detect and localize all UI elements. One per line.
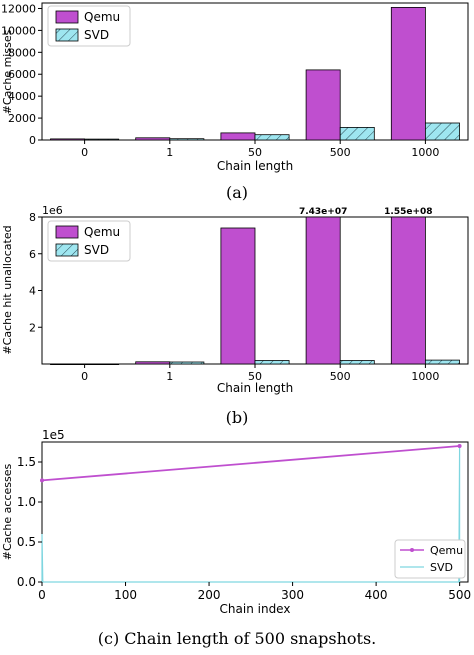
bar-svd-50 bbox=[254, 360, 290, 365]
x-tick-label: 100 bbox=[114, 588, 137, 602]
bar-qemu-50 bbox=[220, 227, 256, 365]
legend-label-qemu: Qemu bbox=[84, 225, 120, 239]
y-tick-label: 4000 bbox=[8, 90, 36, 103]
y-tick-label: 1.5 bbox=[17, 455, 36, 469]
bar-svd-50 bbox=[254, 134, 290, 141]
y-tick-label: 1.0 bbox=[17, 495, 36, 509]
bar-qemu-1000 bbox=[390, 216, 426, 365]
legend-label-qemu: Qemu bbox=[84, 10, 120, 24]
y-tick-label: 0.0 bbox=[17, 575, 36, 589]
bar-qemu-1000 bbox=[390, 7, 426, 141]
y-tick-label: 6 bbox=[29, 248, 36, 261]
legend-label-svd: SVD bbox=[430, 561, 453, 574]
legend: Qemu SVD bbox=[47, 5, 131, 47]
x-tick-label: 50 bbox=[248, 146, 262, 159]
y-axis-label: #Cache misses bbox=[1, 29, 14, 114]
x-tick-label: 500 bbox=[448, 588, 471, 602]
y-tick-label: 2 bbox=[29, 321, 36, 334]
cache-accesses-chart: 0.0 0.5 1.0 1.5 0 100 200 300 400 500 1e5 #Cache… bbox=[1, 428, 471, 616]
x-tick-label: 0 bbox=[81, 146, 88, 159]
y-tick-label: 12000 bbox=[1, 2, 36, 15]
data-point-qemu bbox=[457, 444, 462, 448]
legend: Qemu SVD bbox=[47, 220, 131, 262]
x-axis-label: Chain length bbox=[217, 381, 293, 395]
bar-qemu-1 bbox=[135, 137, 171, 141]
legend-swatch-qemu bbox=[55, 10, 79, 24]
x-tick-label: 0 bbox=[81, 370, 88, 383]
y-axis-label: #Cache accesses bbox=[1, 463, 14, 560]
x-tick-label: 1000 bbox=[411, 146, 439, 159]
bar-svd-1000 bbox=[424, 122, 460, 141]
y-axis-label: #Cache hit unallocated bbox=[1, 225, 14, 354]
caption-a: (a) bbox=[226, 183, 248, 202]
y-tick-label: 10000 bbox=[1, 24, 36, 37]
bar-qemu-1 bbox=[135, 361, 171, 365]
bar-qemu-500 bbox=[305, 69, 341, 141]
bar-svd-0 bbox=[84, 138, 120, 141]
x-tick-label: 500 bbox=[330, 146, 351, 159]
bar-qemu-50 bbox=[220, 132, 256, 141]
legend-label-qemu: Qemu bbox=[430, 544, 463, 557]
y-tick-label: 0.5 bbox=[17, 535, 36, 549]
cache-hit-unallocated-chart: 2 4 6 8 0 1 50 500 1000 7.43e+07 1.55e+08 1e6 #C… bbox=[1, 204, 469, 395]
x-tick-label: 1 bbox=[166, 370, 173, 383]
bar-svd-1 bbox=[169, 361, 205, 365]
legend-swatch-svd bbox=[55, 28, 79, 42]
bar-qemu-500 bbox=[305, 216, 341, 365]
caption-c: (c) Chain length of 500 snapshots. bbox=[98, 629, 377, 648]
bar-svd-0 bbox=[84, 363, 120, 366]
legend-swatch-qemu bbox=[55, 225, 79, 239]
legend: Qemu SVD bbox=[394, 539, 466, 579]
bar-qemu-0 bbox=[50, 363, 85, 366]
legend-label-svd: SVD bbox=[84, 28, 109, 42]
y-tick-label: 0 bbox=[29, 134, 36, 147]
x-axis-label: Chain length bbox=[217, 159, 293, 173]
x-axis-label: Chain index bbox=[220, 602, 291, 616]
x-tick-label: 400 bbox=[365, 588, 388, 602]
scale-label: 1e6 bbox=[42, 204, 63, 217]
bar-svd-1000 bbox=[424, 359, 460, 365]
data-point-qemu bbox=[40, 478, 44, 483]
x-tick-label: 50 bbox=[248, 370, 262, 383]
bar-svd-1 bbox=[169, 138, 205, 141]
legend-swatch-svd bbox=[55, 243, 79, 257]
x-tick-label: 0 bbox=[38, 588, 46, 602]
scale-label: 1e5 bbox=[42, 428, 65, 442]
x-tick-label: 500 bbox=[330, 370, 351, 383]
y-tick-label: 6000 bbox=[8, 68, 36, 81]
x-tick-label: 1 bbox=[166, 146, 173, 159]
x-tick-label: 200 bbox=[198, 588, 221, 602]
value-annotation: 1.55e+08 bbox=[384, 207, 432, 217]
legend-label-svd: SVD bbox=[84, 243, 109, 257]
bar-svd-500 bbox=[339, 127, 375, 141]
value-annotation: 7.43e+07 bbox=[299, 207, 347, 217]
y-tick-label: 2000 bbox=[8, 112, 36, 125]
x-tick-label: 1000 bbox=[411, 370, 439, 383]
bar-qemu-0 bbox=[50, 138, 85, 141]
y-tick-label: 8 bbox=[29, 211, 36, 224]
bar-svd-500 bbox=[339, 360, 375, 365]
caption-b: (b) bbox=[226, 408, 249, 427]
series-line-qemu bbox=[41, 445, 460, 482]
legend-marker-qemu bbox=[410, 548, 414, 552]
x-tick-label: 300 bbox=[281, 588, 304, 602]
y-tick-label: 4 bbox=[29, 285, 36, 298]
y-tick-label: 8000 bbox=[8, 46, 36, 59]
